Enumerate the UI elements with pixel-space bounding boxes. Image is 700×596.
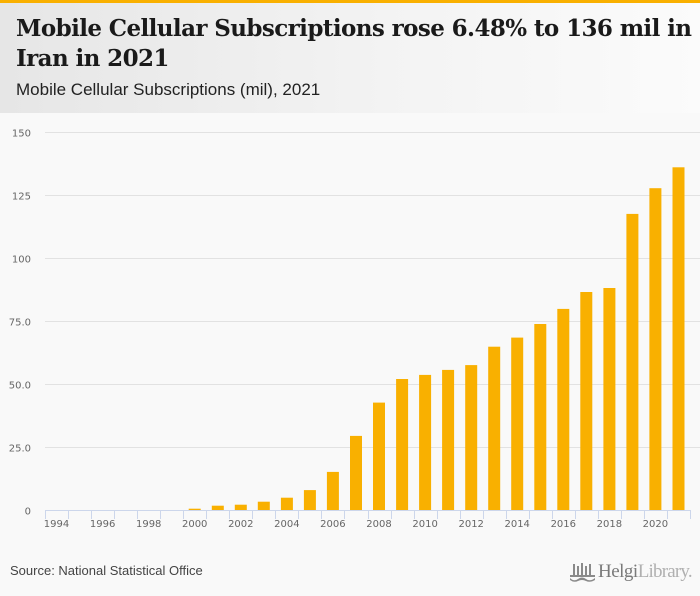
y-tick-label: 125 <box>12 192 31 203</box>
x-tick-label: 1998 <box>136 519 161 530</box>
x-tick-label: 1996 <box>90 519 115 530</box>
bar-2014[interactable] <box>511 337 524 510</box>
bar-2019[interactable] <box>626 213 639 510</box>
bar-2004[interactable] <box>280 497 293 510</box>
y-tick-label: 75.0 <box>9 318 31 329</box>
y-tick-label: 0 <box>25 507 31 518</box>
bar-2005[interactable] <box>303 490 316 510</box>
gridlines <box>45 132 700 448</box>
y-axis-labels: 0 25.0 50.0 75.0 100 125 150 <box>9 129 31 518</box>
bar-2008[interactable] <box>373 402 385 510</box>
bar-2003[interactable] <box>257 501 270 510</box>
bar-chart: 0 25.0 50.0 75.0 100 125 150 1994 1996 1998 2000 2… <box>0 113 700 543</box>
accent-bar <box>0 0 700 3</box>
bar-2016[interactable] <box>557 308 570 510</box>
x-tick-label: 2002 <box>228 519 253 530</box>
bar-2012[interactable] <box>465 365 478 510</box>
bar-2001[interactable] <box>211 505 224 510</box>
chart-subtitle: Mobile Cellular Subscriptions (mil), 202… <box>16 80 321 99</box>
bar-2006[interactable] <box>326 471 339 510</box>
bar-2015[interactable] <box>534 324 547 510</box>
bar-2018[interactable] <box>603 288 616 510</box>
x-tick-label: 2010 <box>412 519 437 530</box>
y-tick-label: 50.0 <box>9 381 31 392</box>
x-tick-label: 1994 <box>44 519 69 530</box>
chart-svg: 0 25.0 50.0 75.0 100 125 150 1994 1996 1998 2000 2… <box>9 129 700 530</box>
x-tick-label: 2004 <box>274 519 299 530</box>
bar-2020[interactable] <box>649 188 662 510</box>
bar-2021[interactable] <box>672 167 685 511</box>
bar-2017[interactable] <box>580 292 593 510</box>
bar-2010[interactable] <box>419 374 432 510</box>
bar-2007[interactable] <box>350 435 362 510</box>
x-axis: 1994 1996 1998 2000 2002 2004 2006 2008 2010 2012… <box>44 510 691 530</box>
x-tick-label: 2016 <box>551 519 576 530</box>
x-tick-label: 2012 <box>458 519 483 530</box>
bar-2009[interactable] <box>396 379 409 510</box>
bar-2002[interactable] <box>234 504 247 510</box>
bar-2013[interactable] <box>488 346 501 510</box>
x-tick-label: 2008 <box>366 519 391 530</box>
logo-text-library: Library. <box>637 561 693 582</box>
x-tick-label: 2020 <box>643 519 668 530</box>
library-building-icon <box>570 563 595 582</box>
chart-title: Mobile Cellular Subscriptions rose 6.48%… <box>16 15 692 72</box>
source-note: Source: National Statistical Office <box>10 563 203 578</box>
bars <box>188 167 685 511</box>
y-tick-label: 100 <box>12 255 31 266</box>
x-tick-label: 2014 <box>504 519 529 530</box>
bar-2011[interactable] <box>442 369 455 510</box>
logo-text-helgi: Helgi <box>598 561 638 582</box>
x-tick-label: 2000 <box>182 519 207 530</box>
bar-2000[interactable] <box>188 508 201 510</box>
helgi-library-logo[interactable]: Helgi Library. <box>568 560 693 584</box>
chart-header: Mobile Cellular Subscriptions rose 6.48%… <box>0 3 700 113</box>
y-tick-label: 150 <box>12 129 31 140</box>
y-tick-label: 25.0 <box>9 444 31 455</box>
x-tick-label: 2018 <box>597 519 622 530</box>
x-tick-label: 2006 <box>320 519 345 530</box>
